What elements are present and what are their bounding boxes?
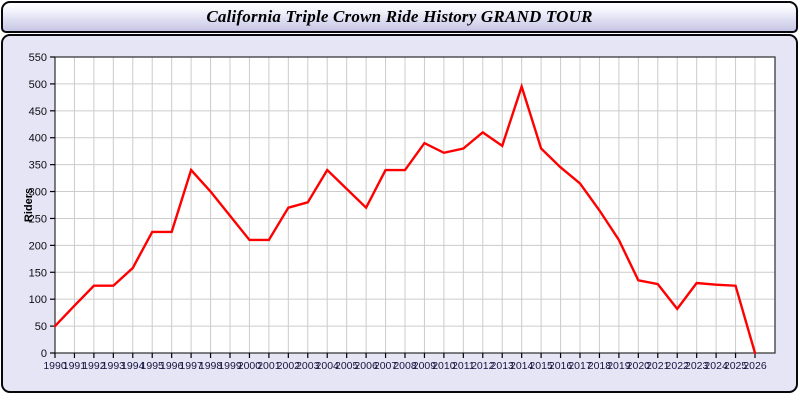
x-tick-label: 2013 <box>491 360 515 372</box>
y-tick-label: 350 <box>29 160 47 172</box>
x-tick-label: 2014 <box>510 360 534 372</box>
x-tick-label: 2019 <box>607 360 631 372</box>
x-tick-label: 1995 <box>141 360 165 372</box>
x-tick-label: 1999 <box>218 360 242 372</box>
y-tick-label: 500 <box>29 79 47 91</box>
x-tick-label: 2025 <box>724 360 748 372</box>
x-tick-label: 1994 <box>121 360 145 372</box>
y-tick-label: 0 <box>41 348 47 360</box>
riders-line <box>53 82 757 355</box>
x-tick-label: 2010 <box>432 360 456 372</box>
x-tick-label: 2011 <box>452 360 475 372</box>
x-tick-label: 2017 <box>568 360 592 372</box>
y-tick-label: 300 <box>29 187 47 199</box>
x-tick-label: 1992 <box>82 360 106 372</box>
x-tick-label: 2016 <box>549 360 573 372</box>
x-tick-label: 2000 <box>238 360 262 372</box>
x-tick-label: 2002 <box>277 360 301 372</box>
x-tick-label: 2023 <box>685 360 709 372</box>
chart-panel: 0 50 100 150 200 250 300 350 400 450 500 550 1990 199… <box>1 34 798 393</box>
y-tick-label: 400 <box>29 133 47 145</box>
y-tick-label: 200 <box>29 240 47 252</box>
x-tick-label: 2012 <box>471 360 495 372</box>
chart-svg: 0501001502002503003504004505005501990199… <box>29 52 776 372</box>
x-tick-label: 1996 <box>160 360 184 372</box>
y-axis-title: Riders <box>23 187 35 223</box>
x-tick-label: 2003 <box>296 360 320 372</box>
y-tick-label: 50 <box>35 321 47 333</box>
x-tick-label: 2005 <box>335 360 359 372</box>
y-tick-label: 550 <box>29 52 47 64</box>
plot-border <box>54 56 776 354</box>
x-tick-label: 1991 <box>63 360 87 372</box>
x-tick-label: 2004 <box>316 360 340 372</box>
x-tick-label: 2021 <box>646 360 670 372</box>
x-tick-label: 2022 <box>666 360 690 372</box>
x-tick-label: 2026 <box>743 360 767 372</box>
plot-background <box>55 57 775 353</box>
y-tick-label: 450 <box>29 106 47 118</box>
x-tick-label: 1997 <box>179 360 203 372</box>
title-bar: California Triple Crown Ride History GRA… <box>1 1 798 33</box>
y-tick-label: 150 <box>29 267 47 279</box>
x-tick-label: 2009 <box>413 360 437 372</box>
y-tick-label: 250 <box>29 213 47 225</box>
x-tick-label: 2015 <box>529 360 553 372</box>
x-tick-label: 2007 <box>374 360 398 372</box>
x-tick-label: 2001 <box>257 360 281 372</box>
y-tick-label: 100 <box>29 294 47 306</box>
x-tick-label: 1998 <box>199 360 223 372</box>
x-tick-label: 2018 <box>588 360 612 372</box>
x-tick-label: 2020 <box>627 360 651 372</box>
x-tick-label: 2008 <box>393 360 417 372</box>
x-tick-label: 2024 <box>704 360 728 372</box>
page-title: California Triple Crown Ride History GRA… <box>206 7 593 26</box>
x-tick-label: 1990 <box>43 360 67 372</box>
x-tick-label: 2006 <box>354 360 378 372</box>
x-tick-label: 1993 <box>102 360 126 372</box>
